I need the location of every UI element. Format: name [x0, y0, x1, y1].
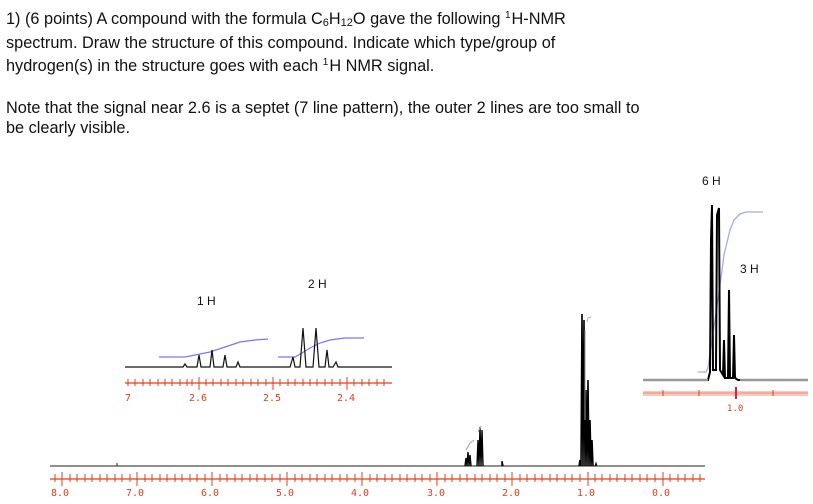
integration-label-2h: 2 H: [308, 277, 327, 291]
svg-text:3.0: 3.0: [427, 488, 445, 499]
svg-text:1.0: 1.0: [727, 404, 743, 414]
svg-text:1.0: 1.0: [577, 488, 595, 499]
svg-text:6.0: 6.0: [201, 488, 219, 499]
main-axis-ticks: [54, 472, 701, 486]
integration-label-3h: 3 H: [740, 262, 759, 276]
integration-label-1h: 1 H: [197, 294, 216, 308]
svg-text:5.0: 5.0: [276, 488, 294, 499]
svg-text:0.0: 0.0: [652, 488, 670, 499]
svg-text:7.0: 7.0: [126, 488, 144, 499]
main-axis-labels: 8.0 7.0 6.0 5.0 4.0 3.0 2.0 1.0 0.0: [51, 488, 670, 499]
inset-expansion-2-5ppm: 1 H 2 H 7 2.6 2.5 2.4: [125, 277, 392, 404]
svg-text:8.0: 8.0: [51, 488, 69, 499]
svg-text:2.6: 2.6: [189, 393, 207, 404]
integration-label-6h: 6 H: [702, 174, 721, 188]
main-spectrum: 8.0 7.0 6.0 5.0 4.0 3.0 2.0 1.0 0.0: [50, 313, 705, 499]
note-line-1: Note that the signal near 2.6 is a septe…: [6, 99, 640, 117]
svg-text:7: 7: [125, 393, 131, 404]
inset-expansion-1-0ppm: 6 H 3 H 1.0: [643, 174, 808, 414]
question-line-3: hydrogen(s) in the structure goes with e…: [6, 57, 435, 75]
question-line-1: 1) (6 points) A compound with the formul…: [6, 10, 566, 29]
svg-text:2.0: 2.0: [502, 488, 520, 499]
svg-text:2.5: 2.5: [263, 393, 281, 404]
svg-text:2.4: 2.4: [337, 393, 355, 404]
question-line-2: spectrum. Draw the structure of this com…: [6, 34, 556, 52]
note-line-2: be clearly visible.: [6, 119, 130, 137]
question-text: 1) (6 points) A compound with the formul…: [6, 6, 806, 138]
svg-text:4.0: 4.0: [351, 488, 369, 499]
